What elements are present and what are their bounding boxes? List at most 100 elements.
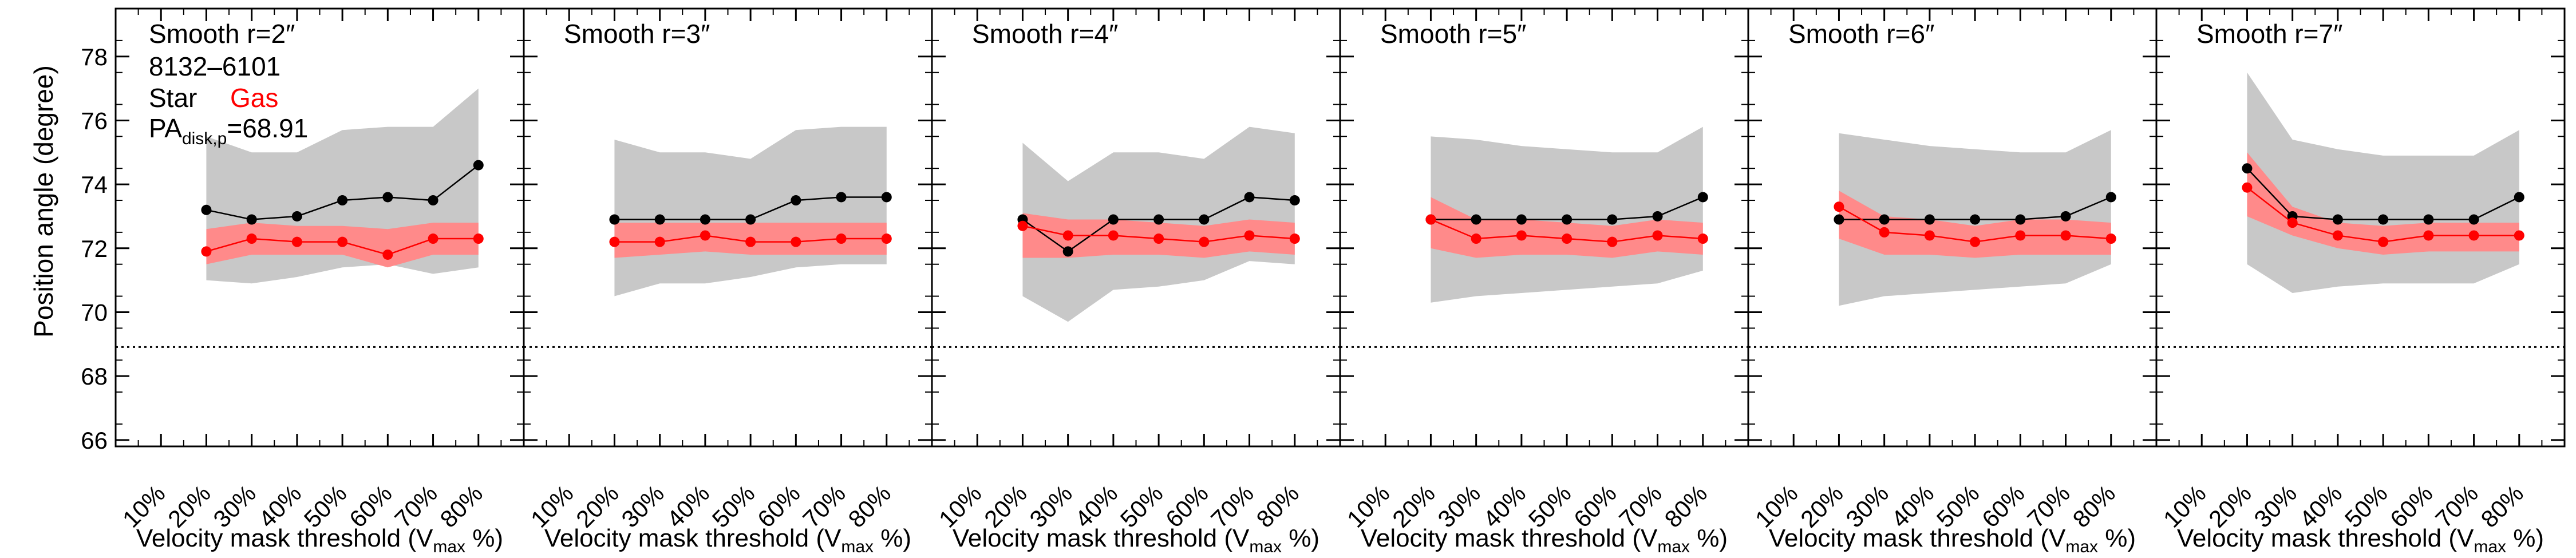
x-axis-label-subscript: max: [841, 537, 874, 556]
gas-data-point: [1652, 230, 1663, 241]
star-data-point: [2105, 192, 2116, 203]
gas-data-point: [337, 236, 348, 247]
panel-title: Smooth r=2″: [149, 19, 295, 49]
panel-title: Smooth r=4″: [972, 19, 1118, 49]
star-data-point: [246, 214, 257, 225]
gas-data-point: [291, 236, 302, 247]
gas-data-point: [1471, 234, 1481, 244]
star-data-point: [1289, 195, 1300, 206]
x-axis-label: Velocity mask threshold (Vmax %): [953, 524, 1319, 556]
pa-label-subscript: disk,p: [182, 129, 227, 148]
gas-data-point: [2060, 230, 2071, 241]
pa-label-value: =68.91: [227, 113, 308, 143]
x-axis-label-end: %): [465, 524, 503, 552]
gas-data-point: [246, 234, 257, 244]
star-data-point: [609, 214, 620, 225]
gas-data-point: [2423, 230, 2434, 241]
gas-data-point: [2015, 230, 2026, 241]
star-data-point: [700, 214, 710, 225]
star-data-point: [201, 204, 212, 215]
y-axis-label: Position angle (degree): [29, 65, 58, 338]
gas-data-point: [1017, 220, 1028, 231]
star-data-point: [1562, 214, 1573, 225]
star-data-point: [1244, 192, 1255, 203]
x-axis-label: Velocity mask threshold (Vmax %): [544, 524, 911, 556]
x-axis-label-end: %): [874, 524, 911, 552]
pa-disk-label: PAdisk,p=68.91: [149, 113, 308, 148]
gas-data-point: [1834, 201, 1844, 212]
gas-data-point: [1516, 230, 1527, 241]
y-tick-label: 76: [81, 107, 108, 134]
gas-data-point: [745, 236, 756, 247]
gas-data-point: [1289, 234, 1300, 244]
x-axis-label-subscript: max: [2474, 537, 2506, 556]
panel-3: 10%20%30%40%50%60%70%80%Smooth r=4″Veloc…: [931, 7, 1341, 556]
star-data-point: [836, 192, 847, 203]
panel-title: Smooth r=6″: [1788, 19, 1934, 49]
x-axis-label-main: Velocity mask threshold (V: [1361, 524, 1658, 552]
star-data-point: [791, 195, 801, 206]
star-data-point: [745, 214, 756, 225]
panel-4: 10%20%30%40%50%60%70%80%Smooth r=5″Veloc…: [1339, 7, 1749, 556]
gas-data-point: [1607, 236, 1618, 247]
star-data-point: [881, 192, 892, 203]
panels: 66 68 70 72 74 76 78 10%20%30%40%50%60%70%80%Sm…: [81, 7, 2566, 556]
gas-data-point: [1924, 230, 1935, 241]
gas-data-point: [2468, 230, 2479, 241]
gas-uncertainty-band: [1431, 197, 1703, 258]
star-data-point: [1199, 214, 1210, 225]
star-data-point: [1652, 211, 1663, 221]
panel-title: Smooth r=5″: [1380, 19, 1526, 49]
star-data-point: [654, 214, 665, 225]
gas-data-point: [654, 236, 665, 247]
gas-data-point: [609, 236, 620, 247]
y-tick-label: 66: [81, 427, 108, 454]
star-uncertainty-band: [614, 126, 887, 296]
gas-data-point: [1199, 236, 1210, 247]
pa-label-main: PA: [149, 113, 182, 143]
x-axis-label-subscript: max: [1657, 537, 1690, 556]
gas-data-point: [2242, 182, 2253, 193]
star-data-point: [337, 195, 348, 206]
x-axis-label-main: Velocity mask threshold (V: [136, 524, 433, 552]
gas-data-point: [1108, 230, 1119, 241]
y-tick-label: 68: [81, 363, 108, 390]
gas-data-point: [881, 234, 892, 244]
x-axis-label: Velocity mask threshold (Vmax %): [1769, 524, 2136, 556]
x-axis-label-end: %): [1282, 524, 1319, 552]
star-data-point: [2242, 163, 2253, 174]
legend-star-label: Star: [149, 83, 197, 113]
star-data-point: [382, 192, 393, 203]
x-axis-label-main: Velocity mask threshold (V: [2177, 524, 2474, 552]
gas-data-point: [2332, 230, 2343, 241]
x-axis-label-end: %): [2506, 524, 2544, 552]
star-data-point: [2468, 214, 2479, 225]
panel-title: Smooth r=7″: [2196, 19, 2342, 49]
panel-title: Smooth r=3″: [564, 19, 710, 49]
gas-data-point: [1425, 214, 1436, 225]
panel-1: 6668707274767810%20%30%40%50%60%70%80%Sm…: [81, 7, 525, 556]
gas-data-point: [700, 230, 710, 241]
gas-data-point: [201, 246, 212, 257]
galaxy-id-label: 8132–6101: [149, 52, 280, 81]
y-tick-label: 70: [81, 299, 108, 326]
x-axis-label-end: %): [1690, 524, 1728, 552]
star-data-point: [1834, 214, 1844, 225]
panel-2: 10%20%30%40%50%60%70%80%Smooth r=3″Veloc…: [523, 7, 933, 556]
x-axis-label: Velocity mask threshold (Vmax %): [1361, 524, 1728, 556]
gas-data-point: [2105, 234, 2116, 244]
x-axis-label-main: Velocity mask threshold (V: [544, 524, 841, 552]
x-axis-label-main: Velocity mask threshold (V: [1769, 524, 2066, 552]
gas-data-point: [2378, 236, 2389, 247]
gas-data-point: [1697, 234, 1708, 244]
gas-data-point: [1244, 230, 1255, 241]
gas-data-point: [473, 234, 484, 244]
star-data-point: [1062, 246, 1073, 257]
star-data-point: [291, 211, 302, 221]
x-axis-label-subscript: max: [2065, 537, 2098, 556]
gas-data-point: [836, 234, 847, 244]
x-axis-label-subscript: max: [433, 537, 465, 556]
star-data-point: [473, 160, 484, 171]
star-data-point: [2015, 214, 2026, 225]
